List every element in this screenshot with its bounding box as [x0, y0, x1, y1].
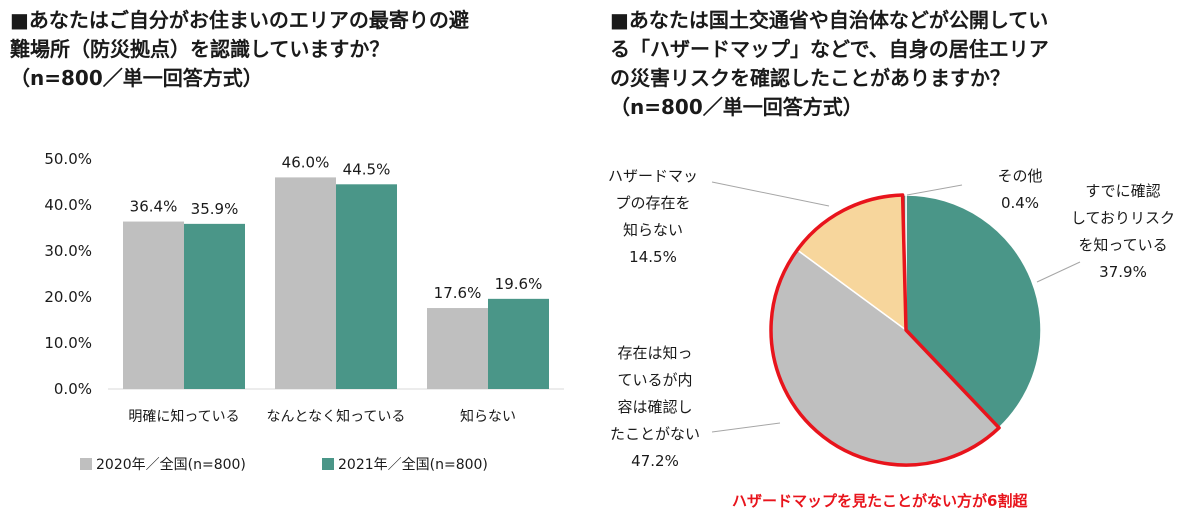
pie-label-line: 47.2% [631, 452, 679, 470]
title-line: の災害リスクを確認したことがありますか？ [610, 66, 1010, 90]
legend-item-2020: 2020年／全国(n=800) [80, 454, 246, 474]
legend-item-2021: 2021年／全国(n=800) [322, 454, 488, 474]
pie-label-line: 容は確認し [617, 398, 693, 416]
x-tick-label: 知らない [460, 408, 516, 425]
leader-line [906, 184, 963, 196]
legend-label-2021: 2021年／全国(n=800) [338, 457, 488, 473]
bar-chart: 50.0% 40.0% 30.0% 20.0% 10.0% 0.0% 36.4% 35.9% 明… [44, 150, 564, 425]
right-chart-title: ■あなたは国土交通省や自治体などが公開してい る「ハザードマップ」などで、自身の… [610, 6, 1190, 122]
highlight-outline [769, 193, 1001, 467]
data-label: 17.6% [434, 284, 482, 302]
title-line: 難場所（防災拠点）を認識していますか？ [10, 37, 390, 61]
pie-slice [770, 248, 1001, 466]
data-label: 36.4% [130, 198, 178, 216]
title-line: （n=800／単一回答方式） [610, 95, 863, 119]
pie-label-line: プの存在を [615, 194, 691, 212]
highlight-annotation: ハザードマップを見たことがない方が6割超 [732, 492, 1028, 510]
pie-label-not-checked: 存在は知っ ているが内 容は確認し たことがない 47.2% [600, 340, 710, 475]
pie-label-line: その他 [997, 167, 1043, 185]
legend-label-2020: 2020年／全国(n=800) [96, 457, 246, 473]
pie-label-line: 37.9% [1099, 263, 1147, 281]
data-label: 19.6% [495, 275, 543, 293]
legend-swatch-2021 [322, 458, 334, 470]
x-tick-label: 明確に知っている [128, 408, 239, 425]
pie-label-line: すでに確認 [1085, 182, 1161, 200]
left-chart-title: ■あなたはご自分がお住まいのエリアの最寄りの避 難場所（防災拠点）を認識していま… [10, 6, 580, 93]
x-tick-label: なんとなく知っている [267, 408, 406, 425]
leader-line [711, 422, 781, 433]
pie-label-line: たことがない [609, 425, 700, 443]
data-label: 44.5% [343, 160, 391, 178]
data-label: 35.9% [191, 200, 239, 218]
title-line: ■あなたは国土交通省や自治体などが公開してい [610, 8, 1049, 32]
pie-label-line: ているが内 [617, 371, 693, 389]
pie-label-line: 存在は知っ [617, 344, 693, 362]
pie-label-line: を知っている [1078, 236, 1168, 254]
bar [488, 298, 549, 389]
pie-label-line: ハザードマッ [607, 167, 698, 185]
bar [275, 177, 336, 389]
y-tick-label: 0.0% [54, 380, 92, 398]
pie-label-line: しておりリスク [1070, 209, 1176, 227]
leader-line [711, 181, 830, 207]
pie-label-line: 14.5% [629, 248, 677, 266]
title-line: （n=800／単一回答方式） [10, 66, 263, 90]
pie-slice [901, 194, 907, 331]
pie-label-line: 知らない [622, 221, 683, 239]
bar [427, 308, 488, 389]
bar [123, 221, 184, 389]
title-line: ■あなたはご自分がお住まいのエリアの最寄りの避 [10, 8, 469, 32]
y-tick-label: 40.0% [44, 196, 92, 214]
y-tick-label: 10.0% [44, 334, 92, 352]
y-tick-label: 50.0% [44, 150, 92, 168]
bar [184, 223, 245, 389]
pie-slice [796, 194, 907, 332]
pie-slice [905, 194, 1042, 429]
pie-label-unaware: ハザードマッ プの存在を 知らない 14.5% [598, 163, 708, 271]
pie-label-checked: すでに確認 しておりリスク を知っている 37.9% [1058, 178, 1188, 286]
y-tick-label: 30.0% [44, 242, 92, 260]
legend-swatch-2020 [80, 458, 92, 470]
y-tick-label: 20.0% [44, 288, 92, 306]
bar [336, 184, 397, 389]
pie-label-line: 0.4% [1000, 194, 1040, 212]
pie-label-other: その他 0.4% [980, 163, 1060, 217]
data-label: 46.0% [282, 153, 330, 171]
title-line: る「ハザードマップ」などで、自身の居住エリア [610, 37, 1049, 61]
